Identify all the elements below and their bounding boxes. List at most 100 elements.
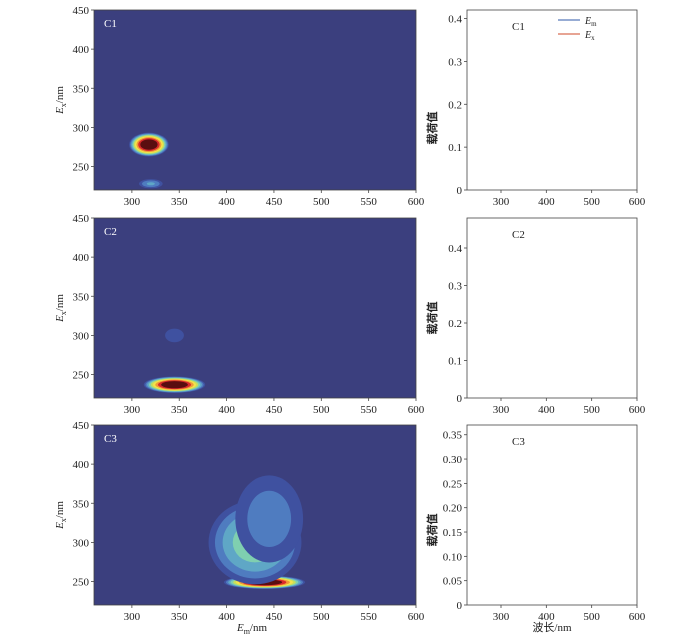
heatmap-xtick-label: 500 [313,196,330,208]
heatmap-ytick-label: 350 [73,291,90,303]
loading-xlabel-c3: 波长/nm [532,621,572,634]
ex-unit: /nm [54,501,66,519]
loading-xtick-label: 500 [583,404,600,416]
heatmap-ytick-label: 450 [73,420,90,432]
loading-ytick-label: 0.2 [448,99,462,111]
heatmap-ytick-label: 250 [73,370,90,382]
loading-ytick-label: 0.4 [448,243,462,255]
heatmap-panel-label-c1: C1 [104,18,117,30]
contour-level-9-peak-1 [161,381,188,389]
heatmap-xtick-label: 600 [408,404,425,416]
loading-xtick-label: 400 [538,196,555,208]
heatmap-xtick-label: 550 [360,404,377,416]
heatmap-xtick-label: 450 [266,611,283,623]
heatmap-ytick-label: 300 [73,537,90,549]
heatmap-panel-label-c2: C2 [104,226,117,238]
heatmap-background [94,10,416,190]
loading-ytick-label: 0.4 [448,14,462,26]
loading-ytick-label: 0.30 [443,454,463,466]
loading-xtick-label: 300 [493,196,510,208]
loading-xtick-label: 600 [629,404,646,416]
heatmap-ytick-label: 250 [73,577,90,589]
ex-main: E [54,315,66,323]
heatmap-xtick-label: 350 [171,404,188,416]
heatmap-plot-c2 [94,218,416,398]
heatmap-ytick-label: 350 [73,498,90,510]
loading-panel-label-c1: C1 [512,21,525,33]
loading-ytick-label: 0.1 [448,142,462,154]
loading-ytick-label: 0.20 [443,503,463,515]
heatmap-ylabel-c3: Ex/nm [54,501,68,530]
loading-ytick-label: 0 [457,600,463,612]
heatmap-xtick-label: 600 [408,196,425,208]
heatmap-ytick-label: 350 [73,83,90,95]
ex-sub: x [59,103,68,107]
loading-xtick-label: 500 [583,611,600,623]
loading-ylabel-c1: 载荷值 [425,112,439,145]
loading-ylabel-c3: 载荷值 [425,514,439,547]
loading-xtick-label: 600 [629,611,646,623]
heatmap-xtick-label: 450 [266,404,283,416]
loading-ytick-label: 0.35 [443,430,463,442]
legend-ex-label: Ex [584,30,595,42]
ex-unit: /nm [54,86,66,104]
loading-ytick-label: 0.1 [448,356,462,368]
ex-unit: /nm [54,294,66,312]
heatmap-xtick-label: 400 [218,611,235,623]
ex-main: E [54,522,66,530]
heatmap-ytick-label: 400 [73,44,90,56]
heatmap-ytick-label: 250 [73,162,90,174]
loading-ytick-label: 0.2 [448,318,462,330]
loading-ytick-label: 0 [457,393,463,405]
em-sub: m [244,627,251,636]
heatmap-xtick-label: 500 [313,404,330,416]
heatmap-xtick-label: 300 [124,404,141,416]
loading-xtick-label: 300 [493,404,510,416]
heatmap-frame-c2 [93,217,417,399]
legend: Em Ex [558,16,597,42]
contour-level-9-peak-1 [140,139,158,150]
loading-xtick-label: 400 [538,404,555,416]
legend-em-sub: m [591,20,597,28]
heatmap-ylabel-c1: Ex/nm [54,86,68,115]
loading-ytick-label: 0.25 [443,478,463,490]
legend-ex-sub: x [591,34,595,42]
legend-em-label: Em [584,16,597,28]
loading-xtick-label: 300 [493,611,510,623]
heatmap-xtick-label: 400 [218,196,235,208]
heatmap-xtick-label: 450 [266,196,283,208]
heatmap-plot-c1 [94,10,416,190]
heatmap-ytick-label: 400 [73,459,90,471]
em-unit: /nm [250,622,268,634]
heatmap-ytick-label: 300 [73,122,90,134]
loading-frame-c1 [466,9,638,191]
heatmap-ylabel-c2: Ex/nm [54,294,68,323]
heatmap-background [94,218,416,398]
heatmap-xtick-label: 300 [124,611,141,623]
ex-sub: x [59,311,68,315]
heatmap-ytick-label: 300 [73,330,90,342]
legend-ex-main: E [584,30,591,41]
contour-level-1-peak-2 [165,328,184,343]
heatmap-xtick-label: 600 [408,611,425,623]
loading-xtick-label: 500 [583,196,600,208]
heatmap-xtick-label: 400 [218,404,235,416]
heatmap-xlabel-c3: Em/nm [236,622,268,636]
heatmap-frame-c3 [93,424,417,606]
loading-panel-label-c2: C2 [512,229,525,241]
chart-text-layer: Ex/nm Ex/nm Ex/nm Em/nm 载荷值 载荷值 载荷值 波长/n… [54,5,646,636]
ex-main: E [54,107,66,115]
heatmap-xtick-label: 550 [360,196,377,208]
loading-xtick-label: 400 [538,611,555,623]
heatmap-xtick-label: 550 [360,611,377,623]
loading-xtick-label: 600 [629,196,646,208]
heatmap-xtick-label: 500 [313,611,330,623]
heatmap-panel-label-c3: C3 [104,433,117,445]
loading-ytick-label: 0.3 [448,281,462,293]
legend-em-main: E [584,16,591,27]
heatmap-ytick-label: 450 [73,213,90,225]
ex-sub: x [59,518,68,522]
chart-axes-layer [91,9,638,608]
loading-ytick-label: 0.05 [443,576,463,588]
